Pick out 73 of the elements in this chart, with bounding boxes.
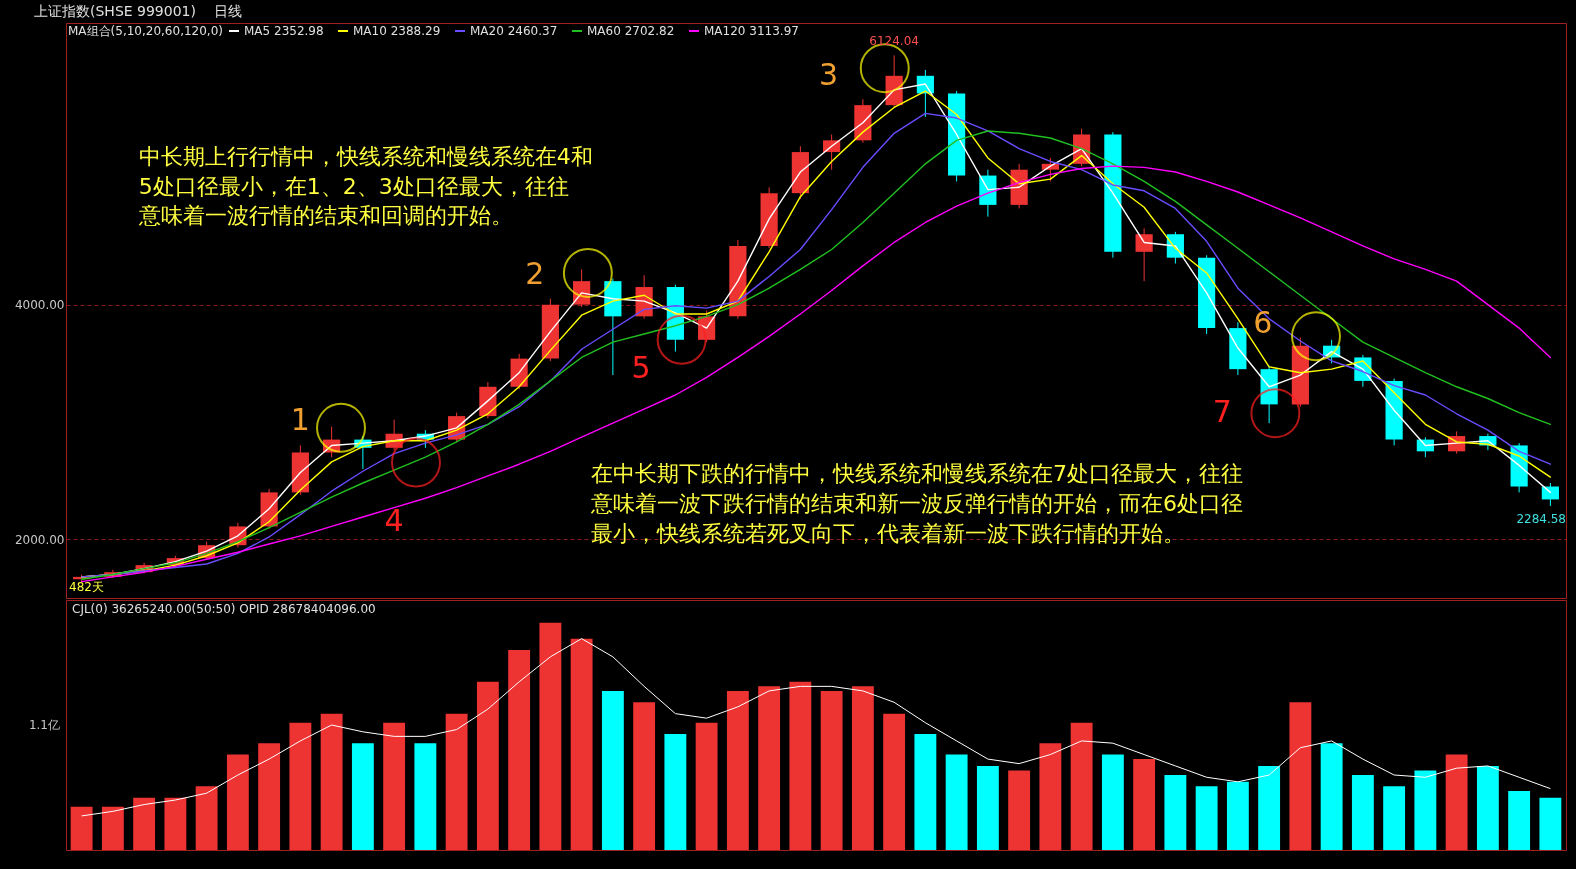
annotation: 1 [290, 402, 310, 438]
candlestick [1135, 227, 1153, 282]
bar [445, 713, 468, 850]
bar [1383, 786, 1406, 850]
annotation: 2 [525, 256, 545, 292]
bar [1195, 786, 1218, 850]
bar [1539, 797, 1562, 850]
annotation: 4 [384, 502, 404, 538]
bar [820, 690, 843, 850]
annotation: 6124.04 [869, 34, 919, 49]
bar [476, 681, 499, 850]
bar [976, 765, 999, 850]
annotation: 3 [818, 57, 839, 93]
bar [789, 681, 812, 850]
bar [664, 734, 687, 850]
text: 1.1亿 [28, 718, 60, 732]
bar [1258, 765, 1281, 850]
bar [601, 690, 624, 850]
legend-label: MA5 2352.98 [244, 24, 324, 38]
bar [1164, 775, 1187, 850]
annotation: 2284.58 [1516, 512, 1566, 527]
bar [1508, 790, 1531, 850]
annotation: 5 [631, 349, 651, 385]
legend-label: MA60 2702.82 [587, 24, 675, 38]
bar [70, 806, 93, 850]
annotation: 6 [1253, 305, 1273, 341]
bar [320, 713, 343, 850]
bar [539, 622, 562, 850]
bar [633, 702, 656, 850]
bar [258, 743, 281, 850]
annotation: 7 [1212, 394, 1232, 430]
bar [1133, 759, 1156, 850]
y-tick-label: 4000.00 [14, 298, 65, 313]
annotation: 在中长期下跌的行情中，快线系统和慢线系统在7处口径最大，往往意味着一波下跌行情的结束和新一波反弹行情的开始，而在6处口径最小，快线系统若死叉向下，代表着新一波下跌行情的开始。 [590, 461, 1243, 546]
bar [570, 638, 593, 850]
bar [1351, 775, 1374, 850]
bar [914, 734, 937, 850]
bar [383, 722, 406, 850]
bar [195, 786, 218, 850]
bar [508, 650, 531, 850]
chart-title: CJL(0) 36265240.00(50:50) OPID 28678404096.00 [72, 602, 376, 616]
bar [883, 713, 906, 850]
chart-subtitle: 日线 [213, 3, 242, 19]
bar [945, 754, 968, 850]
annotation: 482天 [69, 580, 104, 594]
bar [1476, 765, 1499, 850]
bar [414, 743, 437, 850]
bar [695, 722, 718, 850]
legend-title: MA组合(5,10,20,60,120,0) [68, 24, 223, 38]
bar [1101, 754, 1124, 850]
bar [851, 686, 874, 850]
bar [101, 806, 124, 850]
annotation: 中长期上行行情中，快线系统和慢线系统在4和5处口径最小，在1、2、3处口径最大，往往意味着一波行情的结束和回调的开始。 [137, 144, 593, 229]
bar [289, 722, 312, 850]
legend-label: MA120 3113.97 [704, 24, 799, 38]
legend-label: MA10 2388.29 [353, 24, 441, 38]
bar [1445, 754, 1468, 850]
bar [1070, 722, 1093, 850]
bar [1289, 702, 1312, 850]
bar [351, 743, 374, 850]
bar [1039, 743, 1062, 850]
bar [1008, 770, 1031, 850]
bar [133, 797, 156, 850]
bar [1226, 781, 1249, 850]
chart-title: 上证指数(SHSE 999001) [34, 3, 196, 19]
legend-label: MA20 2460.37 [470, 24, 558, 38]
bar [726, 690, 749, 850]
bar [226, 754, 249, 850]
bar [1414, 770, 1437, 850]
y-tick-label: 2000.00 [14, 532, 65, 547]
bar [758, 686, 781, 850]
bar [164, 797, 187, 850]
bar [1320, 743, 1343, 850]
